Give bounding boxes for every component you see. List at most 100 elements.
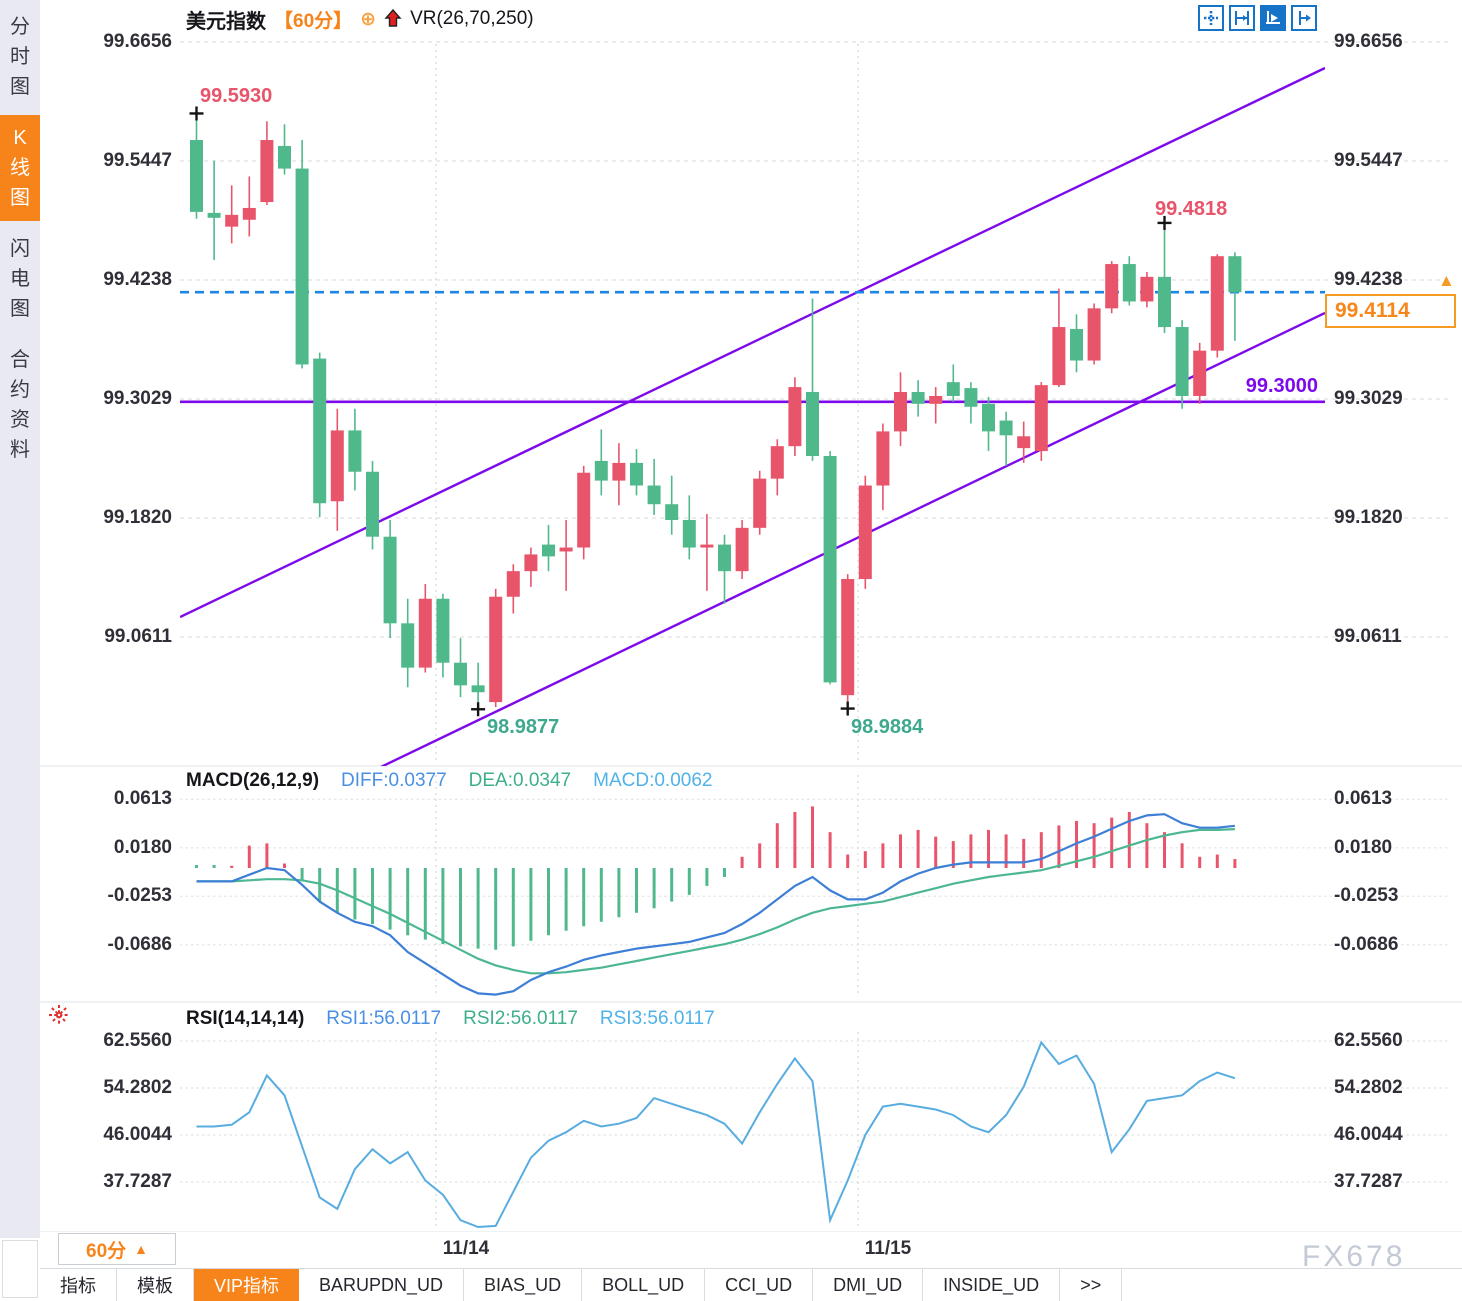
y-axis-label: -0.0686 bbox=[1334, 933, 1399, 955]
y-axis-label: 99.3029 bbox=[103, 388, 172, 409]
candle-up bbox=[577, 472, 591, 548]
candle-down bbox=[401, 623, 415, 668]
y-axis-label: 46.0044 bbox=[103, 1123, 172, 1145]
scroll-to-latest-icon[interactable] bbox=[1291, 5, 1317, 31]
candle-down bbox=[542, 544, 555, 557]
rsi-title: RSI(14,14,14) bbox=[186, 1008, 305, 1029]
indicator-label[interactable]: VR(26,70,250) bbox=[410, 8, 534, 29]
candle-up bbox=[1052, 327, 1066, 386]
candle-up bbox=[929, 395, 943, 404]
macd-dea-value: DEA:0.0347 bbox=[468, 770, 572, 791]
candle-up bbox=[841, 579, 855, 696]
watermark: FX678 bbox=[1302, 1240, 1406, 1273]
sidebar-item-timeline[interactable]: 分时图 bbox=[0, 4, 40, 110]
tab-item-3[interactable]: BARUPDN_UD bbox=[299, 1269, 465, 1301]
tab-item-7[interactable]: DMI_UD bbox=[813, 1269, 924, 1301]
candle-down bbox=[1070, 329, 1083, 361]
candle-down bbox=[946, 382, 960, 396]
candle-up bbox=[1193, 350, 1207, 396]
macd-title: MACD(26,12,9) bbox=[186, 770, 320, 791]
tab-item-6[interactable]: CCI_UD bbox=[705, 1269, 814, 1301]
tab-item-5[interactable]: BOLL_UD bbox=[582, 1269, 706, 1301]
candle-up bbox=[260, 140, 274, 203]
y-axis-label: 0.0180 bbox=[113, 836, 172, 858]
y-axis-label: 99.5447 bbox=[103, 150, 172, 171]
period-selector-button[interactable]: 60分 ▲ bbox=[58, 1233, 176, 1265]
x-axis-date-label: 11/15 bbox=[864, 1238, 912, 1259]
candle-up bbox=[858, 485, 872, 580]
current-price-box: 99.4114 bbox=[1325, 294, 1456, 328]
swing-high-label-left: 99.5930 bbox=[200, 85, 273, 107]
tab-item-4[interactable]: BIAS_UD bbox=[464, 1269, 583, 1301]
y-axis-label: 99.5447 bbox=[1334, 150, 1403, 171]
candle-down bbox=[190, 140, 203, 212]
indicator-settings-icon[interactable] bbox=[48, 1004, 70, 1026]
time-axis-strip bbox=[40, 1232, 1462, 1269]
candle-down bbox=[964, 388, 978, 407]
period-label[interactable]: 【60分】 bbox=[274, 10, 353, 32]
candle-down bbox=[278, 145, 291, 169]
tab-item-1[interactable]: 模板 bbox=[117, 1269, 194, 1301]
macd-dea-line bbox=[196, 828, 1235, 975]
rsi-header: RSI(14,14,14) RSI1:56.0117 RSI2:56.0117 … bbox=[186, 1008, 715, 1030]
tab-vip-indicators[interactable]: VIP指标 bbox=[194, 1269, 300, 1301]
circle-plus-icon[interactable]: ⊕ bbox=[360, 8, 377, 30]
tab-item-9[interactable]: >> bbox=[1060, 1269, 1123, 1301]
rsi1-value: RSI1:56.0117 bbox=[326, 1008, 442, 1029]
y-axis-label: 0.0180 bbox=[1334, 836, 1393, 858]
candle-up bbox=[700, 544, 714, 548]
y-axis-label: 54.2802 bbox=[103, 1077, 172, 1098]
current-price-arrow-icon: ▲ bbox=[1438, 271, 1455, 290]
instrument-title: 美元指数 bbox=[186, 10, 266, 33]
candle-up bbox=[1034, 385, 1048, 452]
candle-up bbox=[1017, 436, 1031, 449]
sidebar-item-contract-info[interactable]: 合约资料 bbox=[0, 337, 40, 473]
sidebar-bottom-cell bbox=[2, 1240, 38, 1298]
x-axis-date-label: 11/14 bbox=[442, 1238, 490, 1259]
indicator-tab-bar: 指标 模板 VIP指标 BARUPDN_UD BIAS_UD BOLL_UD CCI_UD D… bbox=[40, 1268, 1462, 1301]
candle-down bbox=[436, 598, 450, 663]
candle-down bbox=[366, 471, 379, 537]
hline-price-label: 99.3000 bbox=[1245, 375, 1318, 397]
axis-play-icon[interactable] bbox=[1260, 5, 1286, 31]
candle-up bbox=[1105, 264, 1119, 309]
y-axis-label: 99.4238 bbox=[103, 269, 172, 290]
y-axis-label: 0.0613 bbox=[1334, 788, 1393, 810]
chart-toolbar bbox=[1198, 5, 1317, 31]
pan-crosshair-icon[interactable] bbox=[1198, 5, 1224, 31]
candle-up bbox=[242, 207, 256, 220]
candle-down bbox=[999, 420, 1013, 436]
y-axis-label: 62.5560 bbox=[1334, 1030, 1403, 1051]
candle-down bbox=[454, 662, 467, 686]
candle-up bbox=[506, 571, 520, 597]
candle-down bbox=[911, 392, 925, 404]
macd-macd-value: MACD:0.0062 bbox=[593, 770, 713, 791]
period-button-label: 60分 bbox=[86, 1240, 127, 1262]
candle-up bbox=[788, 387, 802, 447]
y-axis-label: 99.0611 bbox=[1334, 626, 1402, 647]
candle-up bbox=[770, 446, 784, 479]
triangle-up-icon: ▲ bbox=[134, 1241, 148, 1257]
current-price-value: 99.4114 bbox=[1335, 299, 1410, 322]
tab-item-0[interactable]: 指标 bbox=[40, 1269, 117, 1301]
candle-down bbox=[1158, 276, 1171, 328]
candle-up bbox=[612, 462, 626, 481]
y-axis-label: 0.0613 bbox=[113, 788, 172, 810]
y-axis-label: 54.2802 bbox=[1334, 1077, 1403, 1098]
candle-down bbox=[682, 519, 696, 548]
axis-fit-icon[interactable] bbox=[1229, 5, 1255, 31]
y-axis-label: 99.1820 bbox=[103, 507, 172, 528]
y-axis-label: 99.6656 bbox=[103, 31, 172, 52]
candle-up bbox=[559, 547, 573, 552]
candle-up bbox=[753, 478, 767, 528]
candle-down bbox=[313, 358, 327, 504]
tab-item-8[interactable]: INSIDE_UD bbox=[923, 1269, 1061, 1301]
candle-down bbox=[594, 460, 608, 481]
candle-down bbox=[1175, 327, 1189, 396]
candle-up bbox=[1210, 256, 1224, 351]
candle-down bbox=[647, 485, 661, 505]
sidebar-item-lightning[interactable]: 闪电图 bbox=[0, 226, 40, 332]
